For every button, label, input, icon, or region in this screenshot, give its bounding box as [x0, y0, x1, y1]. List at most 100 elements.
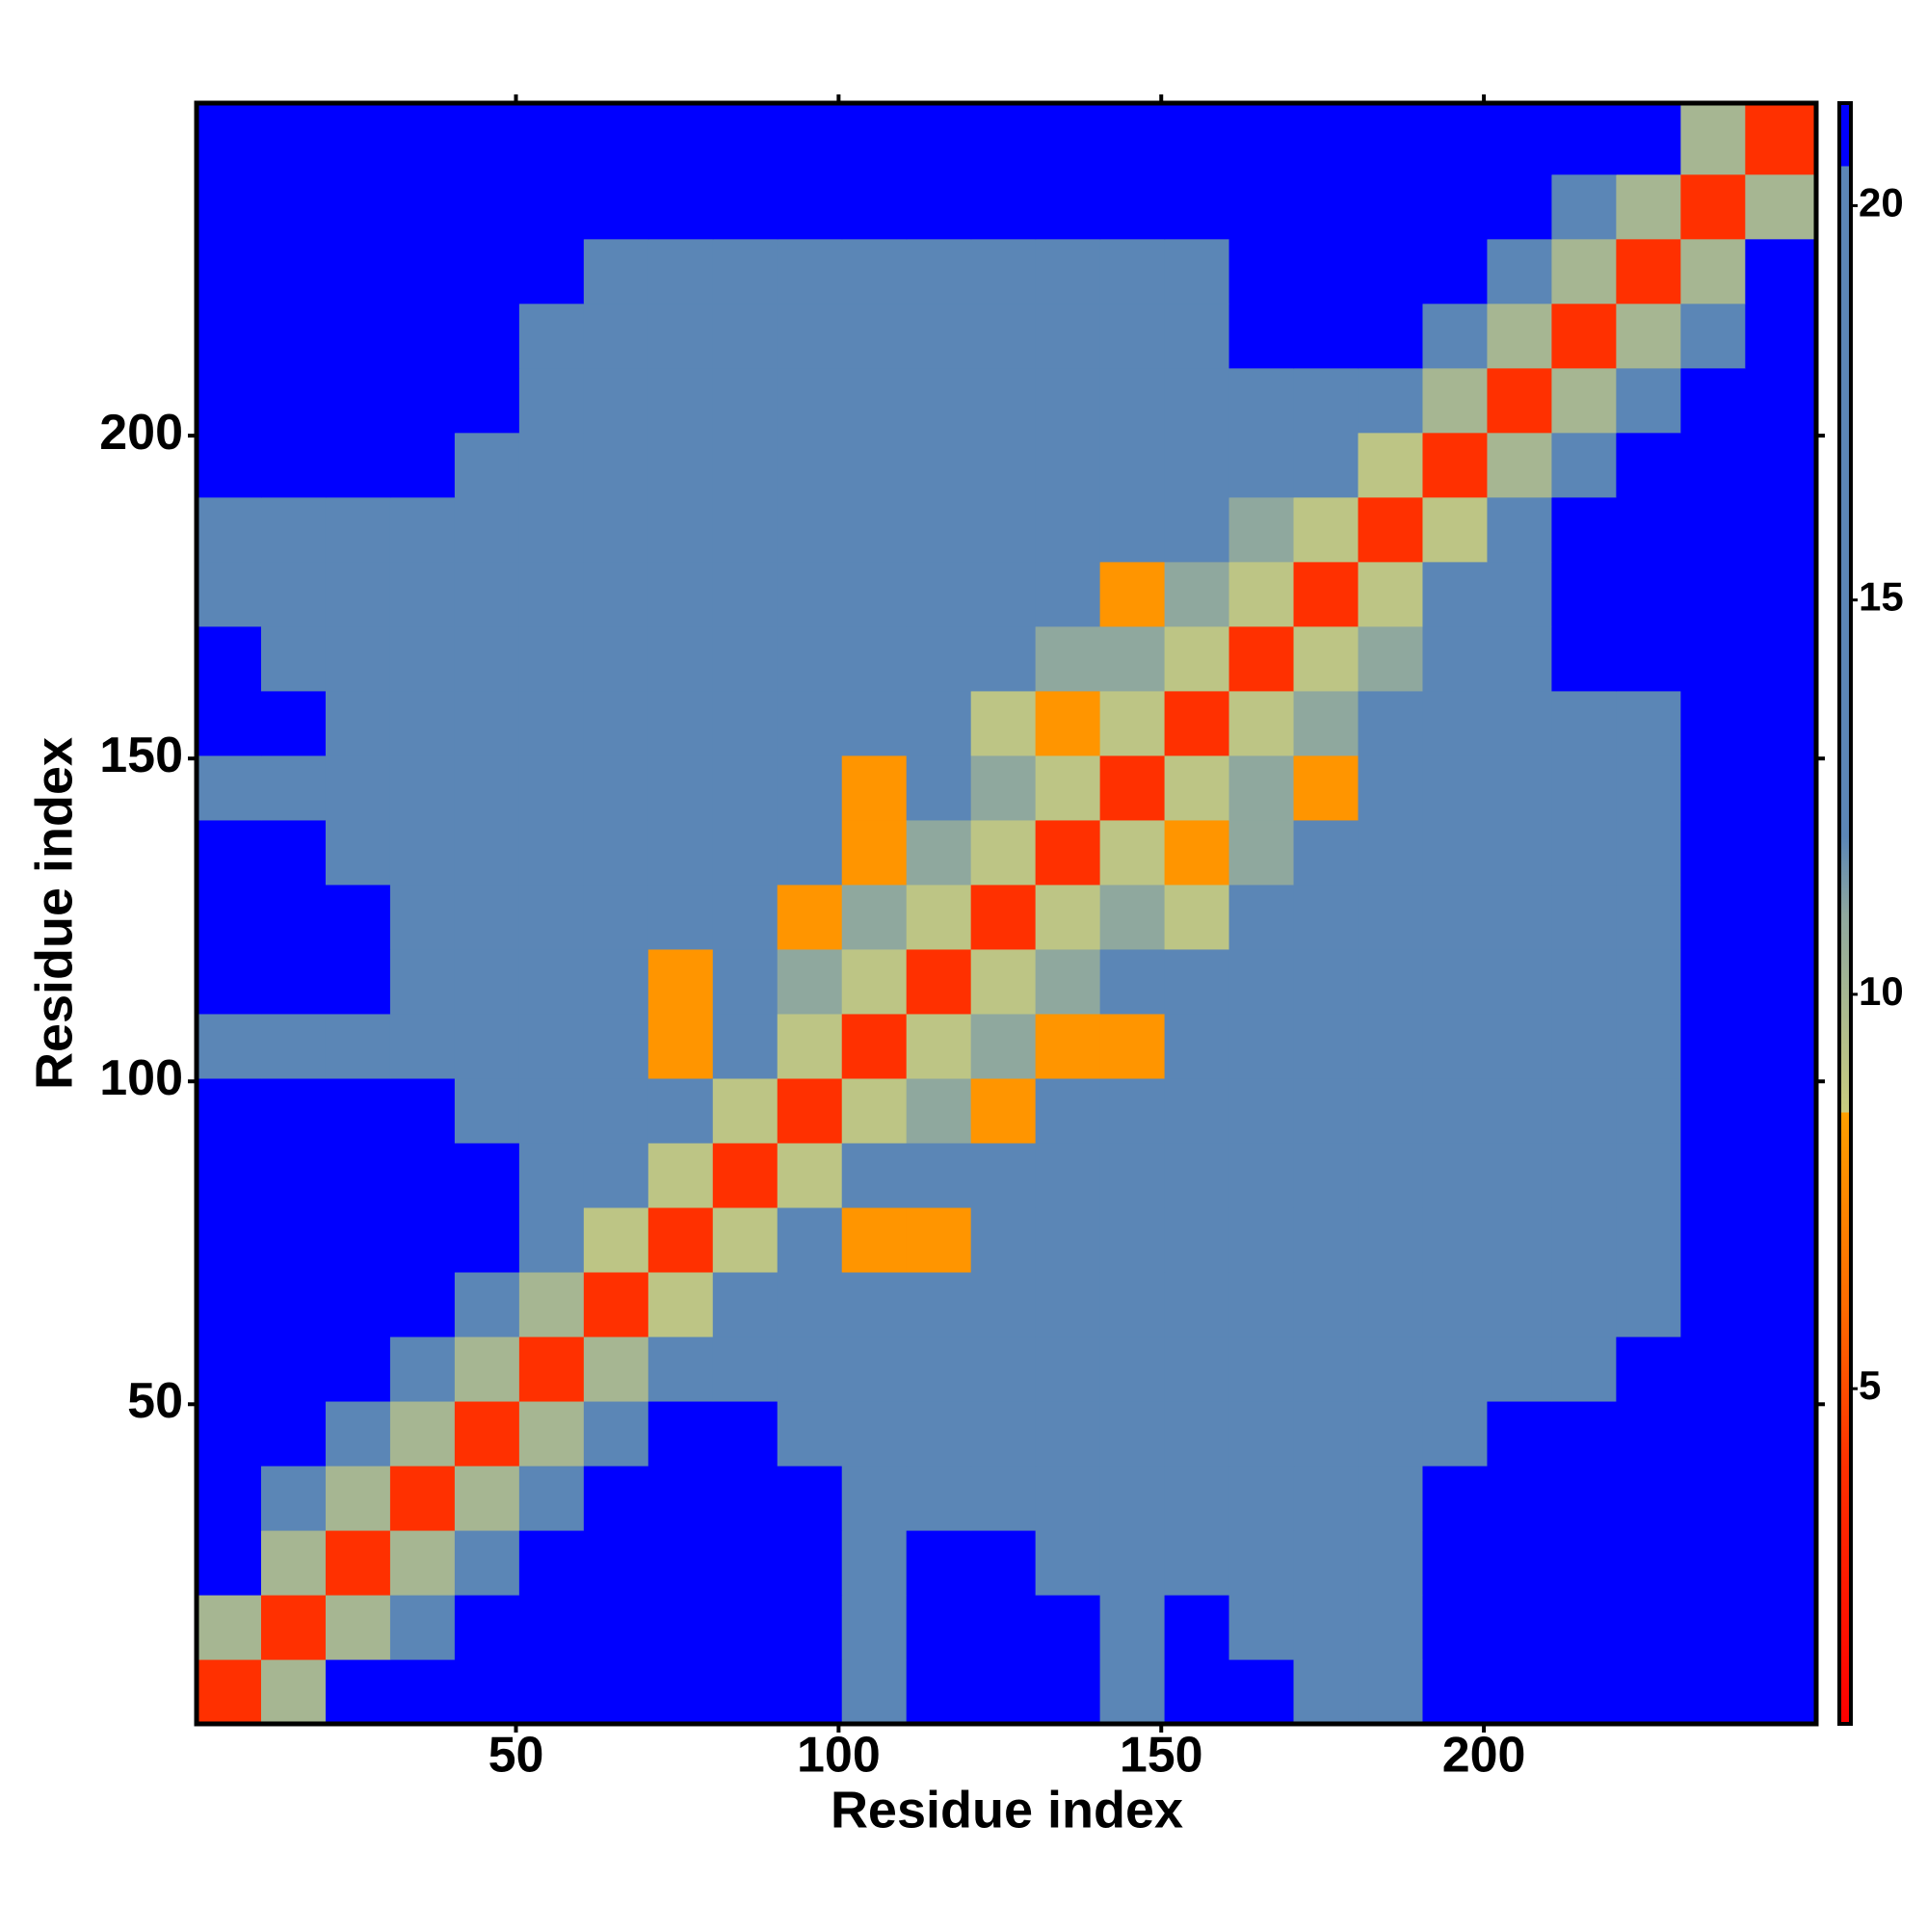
heatmap-cell	[1099, 1400, 1166, 1467]
heatmap-cell	[1099, 1465, 1166, 1531]
heatmap-cell	[1745, 1142, 1817, 1208]
heatmap-cell	[841, 1400, 908, 1467]
heatmap-cell	[1551, 1400, 1617, 1467]
heatmap-cell	[1099, 1077, 1166, 1144]
heatmap-cell	[197, 303, 262, 369]
x-axis-label: Residue index	[831, 1781, 1183, 1839]
heatmap-cell	[197, 238, 262, 304]
heatmap-cell	[1422, 1594, 1489, 1660]
heatmap-cell	[260, 948, 327, 1015]
heatmap-cell	[1293, 1658, 1359, 1725]
heatmap-cell	[1035, 1206, 1101, 1273]
heatmap-cell	[260, 561, 327, 627]
heatmap-cell	[325, 432, 391, 498]
heatmap-cell	[1228, 1142, 1295, 1208]
heatmap-cell	[454, 173, 520, 240]
heatmap-cell	[1035, 1529, 1101, 1596]
heatmap-cell	[712, 1594, 779, 1660]
heatmap-cell	[1616, 754, 1681, 821]
heatmap-cell	[1487, 1206, 1553, 1273]
heatmap-cell	[1035, 1594, 1101, 1660]
heatmap-cell	[1035, 1271, 1101, 1337]
heatmap-cell	[906, 1465, 972, 1531]
heatmap-cell	[1293, 496, 1359, 563]
heatmap-cell	[1228, 367, 1295, 434]
heatmap-cell	[325, 367, 391, 434]
heatmap-cell	[1358, 1013, 1424, 1079]
heatmap-cell	[197, 1013, 262, 1079]
heatmap-cell	[583, 303, 649, 369]
heatmap-cell	[454, 561, 520, 627]
heatmap-cell	[583, 1206, 649, 1273]
heatmap-cell	[1358, 884, 1424, 950]
heatmap-cell	[1228, 103, 1295, 175]
heatmap-cell	[906, 303, 972, 369]
heatmap-cell	[970, 103, 1037, 175]
colorbar	[1837, 101, 1853, 1726]
heatmap-cell	[1099, 303, 1166, 369]
heatmap-cell	[1035, 1658, 1101, 1725]
heatmap-cell	[1422, 690, 1489, 756]
heatmap-cell	[1680, 754, 1746, 821]
plot-frame	[194, 100, 1819, 1727]
heatmap-cell	[906, 1077, 972, 1144]
heatmap-cell	[1035, 884, 1101, 950]
heatmap-cell	[1616, 948, 1681, 1015]
heatmap-cell	[454, 1594, 520, 1660]
heatmap-cell	[1228, 884, 1295, 950]
heatmap-cell	[1745, 303, 1817, 369]
heatmap-cell	[197, 1400, 262, 1467]
heatmap-cell	[1035, 367, 1101, 434]
heatmap-cell	[712, 1658, 779, 1725]
heatmap-cell	[1099, 103, 1166, 175]
heatmap-cell	[712, 367, 779, 434]
heatmap-cell	[906, 690, 972, 756]
heatmap-cell	[583, 173, 649, 240]
heatmap-cell	[1487, 432, 1553, 498]
heatmap-cell	[712, 1013, 779, 1079]
heatmap-cell	[454, 496, 520, 563]
heatmap-cell	[325, 561, 391, 627]
heatmap-cell	[454, 238, 520, 304]
heatmap-cell	[906, 1013, 972, 1079]
heatmap-cell	[1551, 754, 1617, 821]
heatmap-cell	[197, 561, 262, 627]
heatmap-cell	[1293, 1013, 1359, 1079]
heatmap-cell	[518, 1658, 585, 1725]
heatmap-cell	[518, 1271, 585, 1337]
heatmap-cell	[1551, 1077, 1617, 1144]
heatmap-cell	[1164, 1594, 1230, 1660]
heatmap-cell	[1616, 690, 1681, 756]
heatmap-cell	[1551, 561, 1617, 627]
heatmap-cell	[1616, 625, 1681, 692]
heatmap-cell	[1099, 561, 1166, 627]
heatmap-cell	[647, 1271, 714, 1337]
heatmap-cell	[1487, 238, 1553, 304]
heatmap-cell	[970, 948, 1037, 1015]
heatmap-cell	[1680, 1077, 1746, 1144]
heatmap-cell	[325, 1336, 391, 1402]
heatmap-cell	[583, 238, 649, 304]
heatmap-cell	[906, 173, 972, 240]
heatmap-cell	[1616, 819, 1681, 886]
heatmap-cell	[1099, 1658, 1166, 1725]
heatmap-cell	[1293, 625, 1359, 692]
heatmap-cell	[583, 1465, 649, 1531]
heatmap-cell	[325, 1142, 391, 1208]
heatmap-cell	[647, 884, 714, 950]
heatmap-cell	[1680, 432, 1746, 498]
heatmap-cell	[454, 819, 520, 886]
heatmap-cell	[1422, 948, 1489, 1015]
heatmap-cell	[1358, 1594, 1424, 1660]
heatmap-cell	[970, 1142, 1037, 1208]
heatmap-cell	[1487, 1658, 1553, 1725]
heatmap-cell	[1293, 1400, 1359, 1467]
heatmap-cell	[1358, 1529, 1424, 1596]
heatmap-cell	[970, 1336, 1037, 1402]
heatmap-cell	[647, 173, 714, 240]
heatmap-cell	[1099, 690, 1166, 756]
heatmap-cell	[1035, 948, 1101, 1015]
heatmap-cell	[1035, 1465, 1101, 1531]
heatmap-cell	[197, 1142, 262, 1208]
heatmap-cell	[260, 1013, 327, 1079]
